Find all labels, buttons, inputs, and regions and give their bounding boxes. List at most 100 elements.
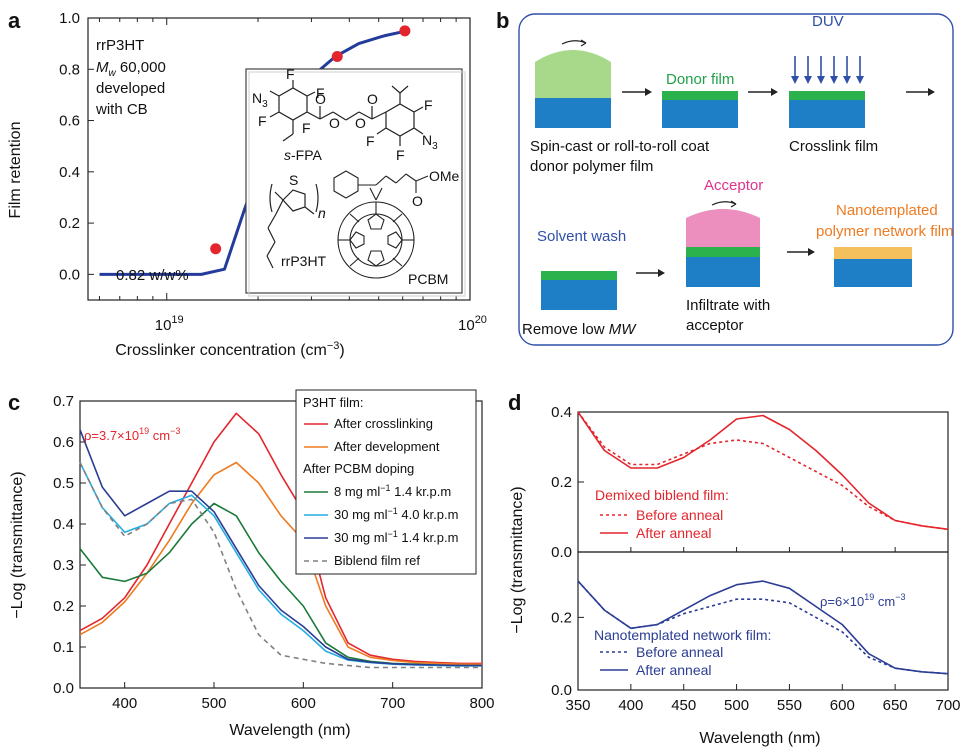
arrow-4-icon: [636, 269, 665, 277]
arrow-5-icon: [787, 248, 815, 256]
series-line-c-4: [79, 429, 482, 667]
xtick-label-c: 500: [201, 695, 226, 712]
duv-arrow-head: [817, 76, 825, 84]
legend-label-c: After development: [334, 439, 440, 454]
atom-o-5: O: [412, 193, 423, 209]
panel-d-legend-entries: Before anneal After anneal Before anneal Af…: [600, 507, 723, 678]
panel-d-xlabel: Wavelength (nm): [699, 730, 820, 747]
panel-d-upper-legend-title: Demixed biblend film:: [595, 487, 729, 503]
panel-letter-c: c: [8, 390, 20, 415]
substrate-5: [686, 257, 760, 287]
plot-frame-c: [79, 400, 483, 689]
ytick-label-c: 0.0: [53, 680, 74, 697]
wet-donor-blob: [535, 50, 611, 98]
series-line-d-upper-0: [577, 411, 949, 531]
p3ht-molecule: [266, 183, 319, 269]
atom-f-5: F: [424, 97, 433, 113]
atom-o-2: O: [329, 115, 340, 131]
atom-n: n: [318, 205, 326, 221]
atom-o-1: O: [315, 91, 326, 107]
donor-film-layer: [662, 91, 738, 100]
label-nanotemplated-2: polymer network film: [816, 223, 954, 240]
residual-donor-layer: [541, 271, 617, 280]
atom-f-3: F: [258, 113, 267, 129]
process-step-crosslink: [789, 56, 865, 128]
atom-f-4: F: [302, 120, 311, 136]
legend-label-c: Biblend film ref: [334, 553, 420, 568]
sfpa-molecule: [269, 80, 424, 146]
process-step-network: [834, 247, 912, 287]
data-point-a: [331, 50, 343, 62]
legend-label-c: After crosslinking: [334, 416, 433, 431]
duv-arrow-head: [843, 76, 851, 84]
legend-label-c: 8 mg ml−1 1.4 kr.p.m: [334, 483, 451, 499]
label-nanotemplated-1: Nanotemplated: [836, 202, 938, 219]
note-rrp3ht: rrP3HT: [96, 37, 144, 54]
substrate-3: [789, 100, 865, 128]
note-with-cb: with CB: [95, 101, 148, 118]
series-line-d-upper-1: [577, 411, 949, 531]
label-donor-film: Donor film: [666, 71, 734, 88]
series-line-c-0: [79, 412, 482, 665]
label-duv: DUV: [812, 13, 844, 30]
substrate-6: [834, 259, 912, 287]
acceptor-blob: [686, 209, 760, 247]
legend-frame: [295, 389, 477, 575]
arrow-3-icon: [906, 88, 935, 96]
process-step-infiltrate: [686, 200, 760, 287]
ytick-label-c: 0.7: [53, 393, 74, 410]
atom-s: S: [289, 172, 298, 188]
xtick-label-d: 400: [618, 697, 643, 714]
panel-c-legend: P3HT film: After PCBM doping After cross…: [295, 389, 477, 575]
xtick-label-d: 550: [777, 697, 802, 714]
atom-ome: OMe: [429, 168, 460, 184]
panel-d-ylabel: −Log (transmittance): [509, 486, 526, 633]
label-spincast-1: Spin-cast or roll-to-roll coat: [530, 138, 710, 155]
panel-a-xlabel: Crosslinker concentration (cm−3): [115, 340, 345, 359]
atom-o-3: O: [355, 115, 366, 131]
atom-f-1: F: [286, 66, 295, 82]
ytick-label-d-upper: 0.2: [551, 474, 572, 491]
atom-f-6: F: [366, 133, 375, 149]
process-step-wash: [541, 271, 617, 310]
ytick-label-a: 0.2: [59, 215, 80, 232]
duv-arrow-head: [791, 76, 799, 84]
legend-header-pcbm: After PCBM doping: [303, 461, 414, 476]
legend-label-d: After anneal: [636, 525, 712, 541]
ytick-label-c: 0.3: [53, 557, 74, 574]
ytick-label-a: 0.8: [59, 61, 80, 78]
panel-letter-b: b: [496, 8, 509, 33]
duv-arrow-head: [830, 76, 838, 84]
panel-d-density-annotation: ρ=6×1019 cm−3: [820, 592, 906, 609]
xtick-label-d: 650: [883, 697, 908, 714]
substrate-2: [662, 100, 738, 128]
data-point-a: [399, 25, 411, 37]
panel-a-ylabel: Film retention: [7, 122, 24, 219]
xtick-label-c: 600: [291, 695, 316, 712]
inset-shadow: [248, 71, 466, 297]
process-frame: [518, 13, 954, 346]
chemical-structure-inset: N3 F F F F O O O O F F N3 F s-FPA F S n …: [245, 66, 466, 297]
data-point-a: [210, 243, 222, 255]
xtick-label-d: 450: [671, 697, 696, 714]
arrow-2-icon: [748, 88, 778, 96]
panel-d-lower-legend-title: Nanotemplated network film:: [594, 627, 771, 643]
ytick-label-a: 0.0: [59, 266, 80, 283]
legend-header-p3ht: P3HT film:: [303, 395, 363, 410]
note-mw: Mw 60,000: [96, 59, 166, 79]
atom-n3-right: N3: [422, 132, 438, 152]
spin-arrow-head-icon: [580, 39, 587, 47]
atom-o-4: O: [367, 91, 378, 107]
molecule-name-rrp3ht: rrP3HT: [281, 253, 327, 269]
ytick-label-c: 0.2: [53, 598, 74, 615]
ytick-label-a: 1.0: [59, 10, 80, 27]
series-line-c-5: [79, 462, 482, 669]
spin-arrow-2-head-icon: [730, 200, 737, 208]
pcbm-molecule: [333, 170, 429, 279]
xtick-label-a: 1020: [458, 314, 487, 334]
label-infiltrate-2: acceptor: [686, 317, 744, 334]
note-developed: developed: [96, 80, 165, 97]
crosslinked-layer: [789, 91, 865, 100]
panel-letter-a: a: [8, 8, 21, 33]
panel-a-chart: 0.0 0.2 0.4 0.6 0.8 1.0 1019 1020: [59, 10, 487, 334]
